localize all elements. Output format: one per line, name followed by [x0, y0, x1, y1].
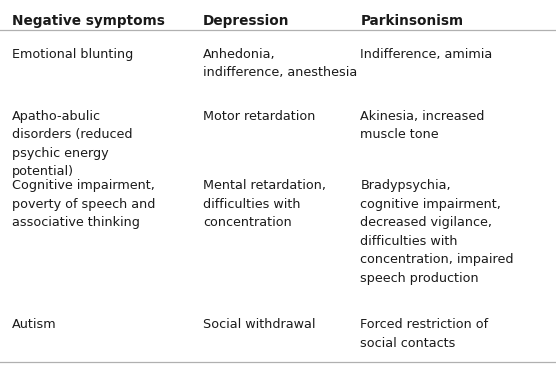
Text: Bradypsychia,
cognitive impairment,
decreased vigilance,
difficulties with
conce: Bradypsychia, cognitive impairment, decr…: [360, 179, 514, 285]
Text: Indifference, amimia: Indifference, amimia: [360, 48, 493, 61]
Text: Cognitive impairment,
poverty of speech and
associative thinking: Cognitive impairment, poverty of speech …: [12, 179, 156, 229]
Text: Parkinsonism: Parkinsonism: [360, 14, 463, 28]
Text: Mental retardation,
difficulties with
concentration: Mental retardation, difficulties with co…: [203, 179, 326, 229]
Text: Negative symptoms: Negative symptoms: [12, 14, 165, 28]
Text: Akinesia, increased
muscle tone: Akinesia, increased muscle tone: [360, 110, 485, 141]
Text: Motor retardation: Motor retardation: [203, 110, 315, 123]
Text: Forced restriction of
social contacts: Forced restriction of social contacts: [360, 318, 488, 350]
Text: Emotional blunting: Emotional blunting: [12, 48, 133, 61]
Text: Apatho-abulic
disorders (reduced
psychic energy
potential): Apatho-abulic disorders (reduced psychic…: [12, 110, 133, 178]
Text: Autism: Autism: [12, 318, 57, 332]
Text: Depression: Depression: [203, 14, 290, 28]
Text: Social withdrawal: Social withdrawal: [203, 318, 315, 332]
Text: Anhedonia,
indifference, anesthesia: Anhedonia, indifference, anesthesia: [203, 48, 357, 79]
